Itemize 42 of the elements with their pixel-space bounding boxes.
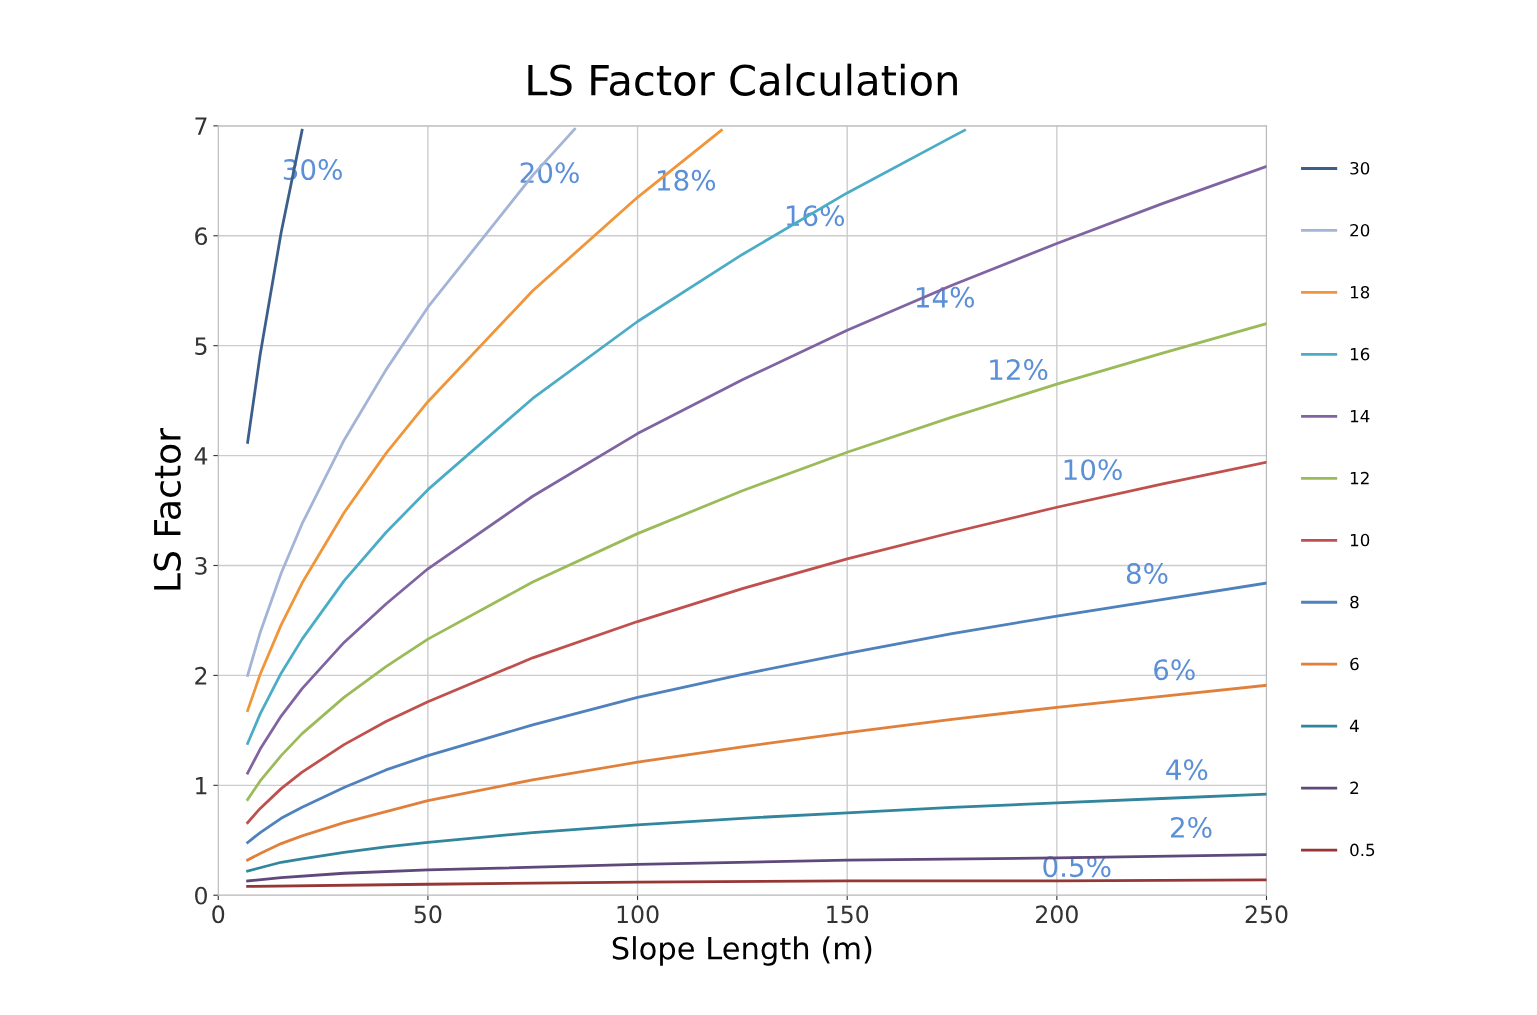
x-tick-label: 150 bbox=[827, 905, 869, 924]
y-tick-label: 7 bbox=[195, 117, 207, 135]
legend-label: 20 bbox=[1350, 223, 1370, 237]
y-tick-label: 4 bbox=[194, 447, 208, 465]
line-series bbox=[246, 128, 723, 712]
line-series bbox=[246, 878, 1267, 888]
legend-label: 0.5 bbox=[1350, 843, 1375, 857]
y-tick-label: 2 bbox=[195, 666, 207, 685]
line-series bbox=[246, 853, 1267, 883]
legend-label: 6 bbox=[1350, 657, 1359, 671]
y-tick-label: 5 bbox=[195, 337, 207, 355]
legend-label: 4 bbox=[1349, 719, 1359, 733]
legend-label: 2 bbox=[1350, 781, 1359, 794]
annotation: 6% bbox=[1154, 659, 1195, 681]
annotation: 18% bbox=[657, 169, 716, 191]
x-axis-title: Slope Length (m) bbox=[612, 936, 872, 966]
x-tick-label: 0 bbox=[212, 905, 225, 924]
annotation: 8% bbox=[1126, 562, 1168, 584]
legend-label: 18 bbox=[1350, 285, 1370, 299]
annotation: 12% bbox=[990, 359, 1048, 381]
legend-label: 12 bbox=[1350, 471, 1369, 485]
line-series bbox=[246, 127, 577, 677]
x-tick-label: 100 bbox=[617, 905, 659, 924]
annotation: 2% bbox=[1171, 816, 1212, 838]
legend-label: 8 bbox=[1350, 595, 1359, 609]
legend-label: 30 bbox=[1350, 161, 1370, 175]
line-series bbox=[246, 322, 1267, 801]
x-tick-label: 200 bbox=[1036, 905, 1078, 924]
chart-title: LS Factor Calculation bbox=[528, 63, 957, 96]
annotation: 10% bbox=[1064, 459, 1122, 481]
legend-label: 14 bbox=[1350, 410, 1370, 423]
x-tick-label: 50 bbox=[414, 905, 442, 924]
annotation: 14% bbox=[916, 286, 975, 308]
x-tick-label: 250 bbox=[1245, 905, 1288, 924]
y-tick-label: 3 bbox=[195, 556, 207, 575]
y-tick-label: 0 bbox=[195, 886, 207, 905]
y-tick-label: 6 bbox=[195, 227, 208, 246]
y-tick-label: 1 bbox=[196, 777, 207, 795]
y-axis-title: LS Factor bbox=[153, 428, 181, 590]
legend-label: 10 bbox=[1350, 533, 1370, 547]
legend-label: 16 bbox=[1350, 347, 1370, 361]
annotation: 4% bbox=[1166, 759, 1208, 781]
